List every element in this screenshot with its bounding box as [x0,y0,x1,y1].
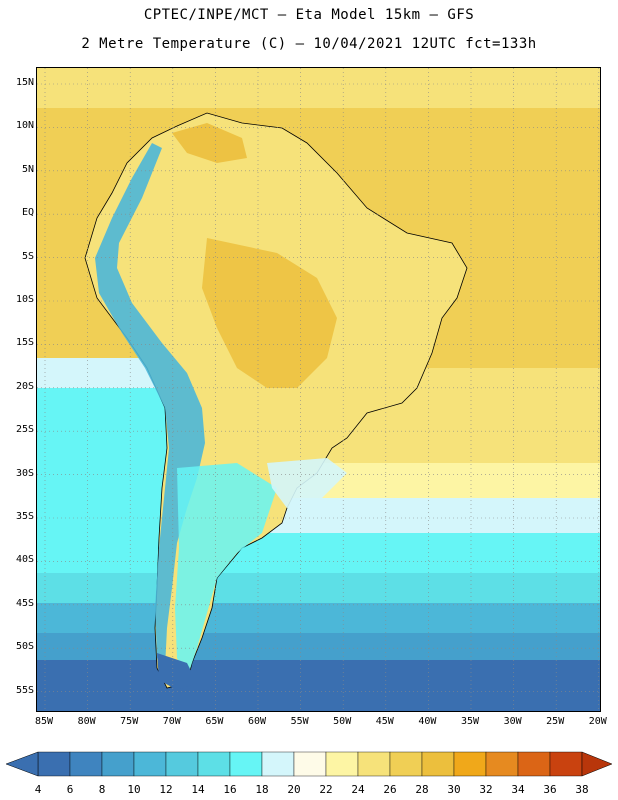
lat-tick-label: 5S [21,250,34,262]
lat-tick-label: 45S [15,597,34,609]
lon-tick-label: 25W [546,716,565,727]
lat-tick-label: 40S [15,554,34,566]
colorbar-cell [453,751,487,777]
lon-tick-label: 65W [205,716,224,727]
temperature-map [36,67,601,712]
colorbar-cell [133,751,167,777]
colorbar-tick-label: 38 [575,783,589,796]
lat-tick-label: 20S [15,380,34,392]
colorbar-cell [293,751,327,777]
colorbar-cell [37,751,71,777]
colorbar-tick-label: 18 [255,783,269,796]
lat-tick-label: 55S [15,684,34,696]
lon-tick-label: 55W [290,716,309,727]
lat-tick-label: 5N [21,163,34,175]
temperature-colorbar [5,751,613,777]
southern-tip-blue [157,653,197,690]
colorbar-tick-label: 14 [191,783,205,796]
lon-tick-label: 80W [77,716,96,727]
lat-tick-label: 15S [15,337,34,349]
colorbar-cell [549,751,583,777]
lat-tick-label: 10S [15,294,34,305]
southern-uruguay-pale [267,458,347,508]
ocean-band-deep-blue [37,660,600,711]
hot-north-region [172,123,247,163]
lat-tick-label: 50S [15,641,34,653]
lon-tick-label: 85W [34,716,54,727]
colorbar-low-arrow [5,751,39,777]
lon-tick-label: 60W [247,716,267,727]
colorbar-tick-label: 36 [543,783,557,796]
colorbar-tick-label: 20 [287,783,301,796]
lat-tick-label: 10N [15,120,34,132]
colorbar-tick-label: 16 [223,783,237,796]
hot-interior-region [202,238,337,388]
colorbar-tick-label: 30 [447,783,461,796]
map-title-line-2: 2 Metre Temperature (C) – 10/04/2021 12U… [81,36,537,52]
ocean-band-yellow [37,68,600,108]
lon-tick-label: 35W [460,716,480,727]
colorbar-cell [197,751,231,777]
colorbar-tick-label: 4 [34,783,42,796]
ocean-band-light-blue [37,573,600,608]
ocean-band-cyan-south [37,533,600,578]
colorbar-cell [69,751,103,777]
colorbar-tick-label: 34 [511,783,525,796]
lon-tick-label: 40W [418,716,437,727]
lon-tick-label: 30W [503,716,522,727]
lon-tick-label: 50W [333,716,352,727]
colorbar-tick-label: 22 [319,783,333,796]
colorbar-cell [261,751,295,777]
colorbar-high-arrow [581,751,613,777]
colorbar-cell [389,751,423,777]
lat-tick-label: EQ [21,207,34,219]
colorbar-tick-label: 10 [127,783,141,796]
map-title-line-1: CPTEC/INPE/MCT – Eta Model 15km – GFS [143,7,475,23]
lat-tick-label: 25S [15,424,34,436]
andes-cold-strip [95,143,205,668]
colorbar-cell [101,751,135,777]
lat-tick-label: 30S [15,467,34,479]
lon-tick-label: 20W [588,716,607,727]
ocean-band-cyan [37,368,167,548]
lon-tick-label: 75W [120,716,139,727]
colorbar-cell [229,751,263,777]
colorbar-cell [325,751,359,777]
colorbar-tick-label: 6 [66,783,74,796]
colorbar-tick-label: 26 [383,783,397,796]
colorbar-tick-label: 12 [159,783,173,796]
colorbar-cell [421,751,455,777]
colorbar-cell [485,751,519,777]
lat-tick-label: 35S [15,511,34,522]
colorbar-tick-label: 32 [479,783,493,796]
colorbar-cell [517,751,551,777]
colorbar-cell [165,751,199,777]
colorbar-tick-label: 24 [351,783,365,796]
colorbar-cell [357,751,391,777]
lat-tick-label: 15N [15,77,34,88]
lon-tick-label: 45W [375,716,394,727]
map-canvas [37,68,600,711]
lon-tick-label: 70W [162,716,181,727]
ocean-band-mid-blue [37,603,600,638]
ocean-band-blue [37,633,600,663]
colorbar-tick-label: 28 [415,783,429,796]
patagonia-cyan [175,463,277,678]
colorbar-tick-label: 8 [98,783,106,796]
